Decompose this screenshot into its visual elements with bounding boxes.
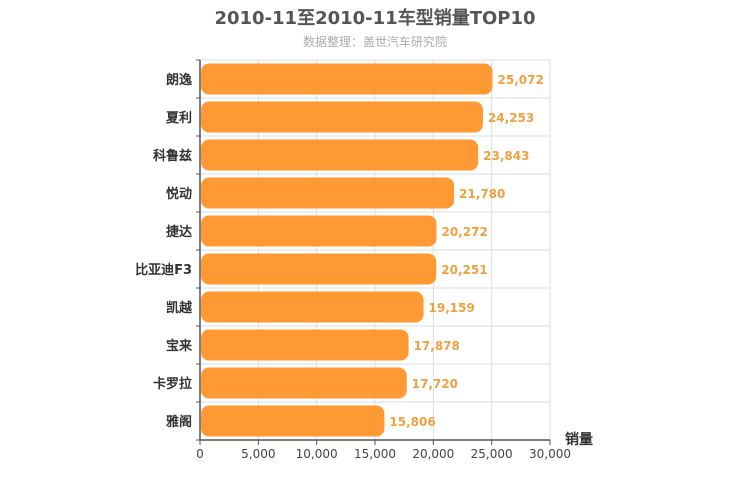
bar[interactable] <box>201 139 479 171</box>
bar-value-label: 19,159 <box>429 301 475 315</box>
bar-value-label: 21,780 <box>459 187 505 201</box>
category-label: 夏利 <box>165 110 192 126</box>
bar[interactable] <box>201 177 455 209</box>
bar-value-label: 24,253 <box>488 111 534 125</box>
x-tick-label: 25,000 <box>471 447 513 461</box>
x-tick-label: 15,000 <box>354 447 396 461</box>
category-label: 凯越 <box>166 300 193 316</box>
bar-value-label: 20,272 <box>442 225 488 239</box>
category-label: 比亚迪F3 <box>135 262 192 278</box>
category-label: 雅阁 <box>166 414 192 430</box>
x-tick-label: 5,000 <box>241 447 275 461</box>
category-label: 科鲁兹 <box>153 148 192 164</box>
bar[interactable] <box>201 101 483 133</box>
bar-value-label: 25,072 <box>498 73 544 87</box>
x-tick-label: 20,000 <box>412 447 454 461</box>
x-tick-label: 10,000 <box>296 447 338 461</box>
bar[interactable] <box>201 291 424 323</box>
chart-subtitle: 数据整理：盖世汽车研究院 <box>302 35 447 49</box>
x-axis-title: 销量 <box>565 431 593 448</box>
bar[interactable] <box>201 329 409 361</box>
bar-value-label: 17,878 <box>414 339 460 353</box>
category-label: 捷达 <box>166 224 192 240</box>
bar-value-label: 23,843 <box>483 149 529 163</box>
bar-value-label: 20,251 <box>441 263 487 277</box>
bar[interactable] <box>201 367 407 399</box>
category-label: 宝来 <box>166 338 193 354</box>
bar-value-label: 17,720 <box>412 377 458 391</box>
bar[interactable] <box>201 215 437 247</box>
bar[interactable] <box>201 63 493 95</box>
bar-value-label: 15,806 <box>389 415 435 429</box>
category-label: 卡罗拉 <box>153 376 192 392</box>
bar[interactable] <box>201 253 437 285</box>
x-tick-label: 0 <box>196 447 204 461</box>
category-label: 悦动 <box>166 186 192 202</box>
chart-title: 2010-11至2010-11车型销量TOP10 <box>214 8 536 29</box>
bar[interactable] <box>201 405 385 437</box>
x-tick-label: 30,000 <box>529 447 571 461</box>
category-label: 朗逸 <box>166 72 192 88</box>
